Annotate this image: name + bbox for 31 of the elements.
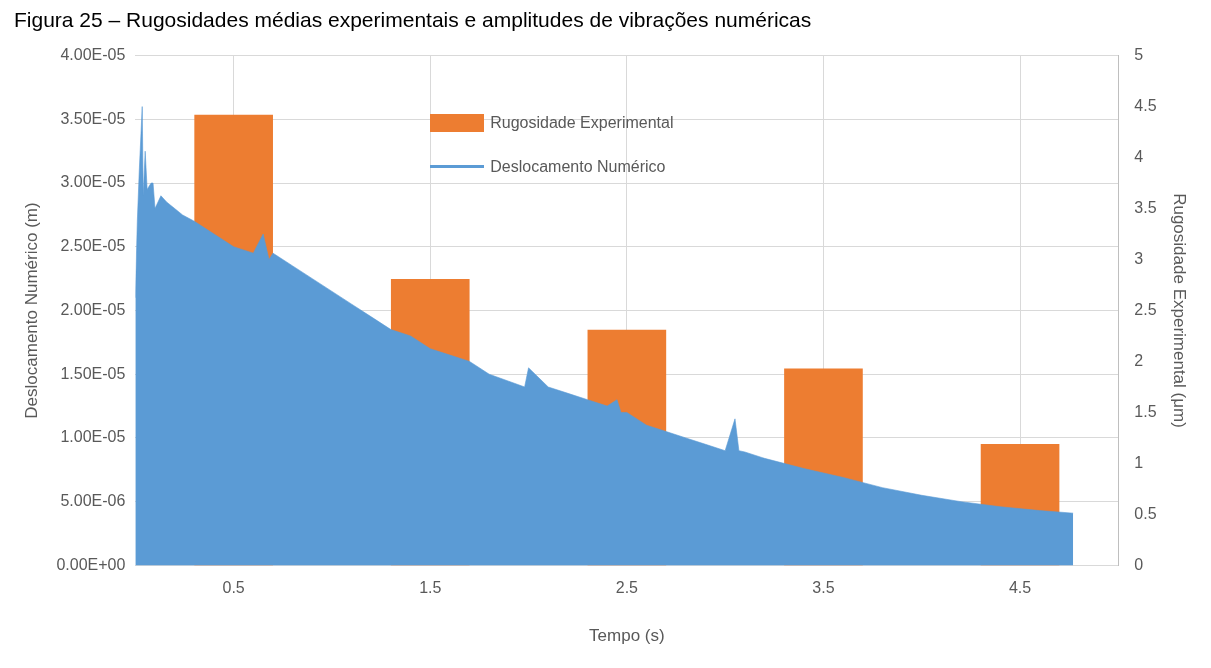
y2-tick-label: 4 (1134, 147, 1144, 165)
y-tick-label: 3.00E-05 (60, 173, 126, 191)
y2-tick-label: 2.5 (1134, 300, 1157, 318)
y-tick-label: 1.00E-05 (60, 428, 126, 446)
x-tick-label: 4.5 (1008, 579, 1032, 597)
y-axis-title: Deslocamento Numérico (m) (21, 202, 41, 419)
x-tick-label: 2.5 (615, 579, 639, 597)
x-axis-title: Tempo (s) (589, 626, 665, 646)
y2-tick-label: 1 (1134, 453, 1144, 471)
y2-axis-title: Rugosidade Experimental (μm) (1170, 193, 1190, 428)
y-tick-label: 1.50E-05 (60, 364, 126, 382)
legend-label: Deslocamento Numérico (490, 157, 666, 176)
y2-tick-label: 5 (1134, 46, 1144, 64)
y-tick-label: 2.00E-05 (60, 300, 126, 318)
chart-title: Figura 25 – Rugosidades médias experimentais e amplitudes de vibrações numéricas (13, 8, 813, 33)
y2-tick-label: 0.5 (1134, 504, 1157, 522)
legend-label: Rugosidade Experimental (490, 113, 674, 132)
y2-tick-label: 3 (1134, 249, 1144, 267)
y-tick-label: 5.00E-06 (60, 492, 126, 510)
x-tick-label: 0.5 (222, 579, 245, 597)
x-tick-label: 1.5 (419, 579, 442, 597)
y-tick-label: 4.00E-05 (60, 46, 126, 64)
y2-tick-label: 4.5 (1134, 96, 1157, 114)
y2-tick-label: 0 (1134, 555, 1144, 573)
y-tick-label: 0.00E+00 (56, 555, 126, 573)
y-tick-label: 3.50E-05 (60, 109, 126, 127)
x-tick-label: 3.5 (812, 579, 835, 597)
y2-tick-label: 1.5 (1134, 402, 1157, 420)
y2-tick-label: 2 (1134, 351, 1144, 369)
y-tick-label: 2.50E-05 (60, 237, 126, 255)
y2-tick-label: 3.5 (1134, 198, 1157, 216)
